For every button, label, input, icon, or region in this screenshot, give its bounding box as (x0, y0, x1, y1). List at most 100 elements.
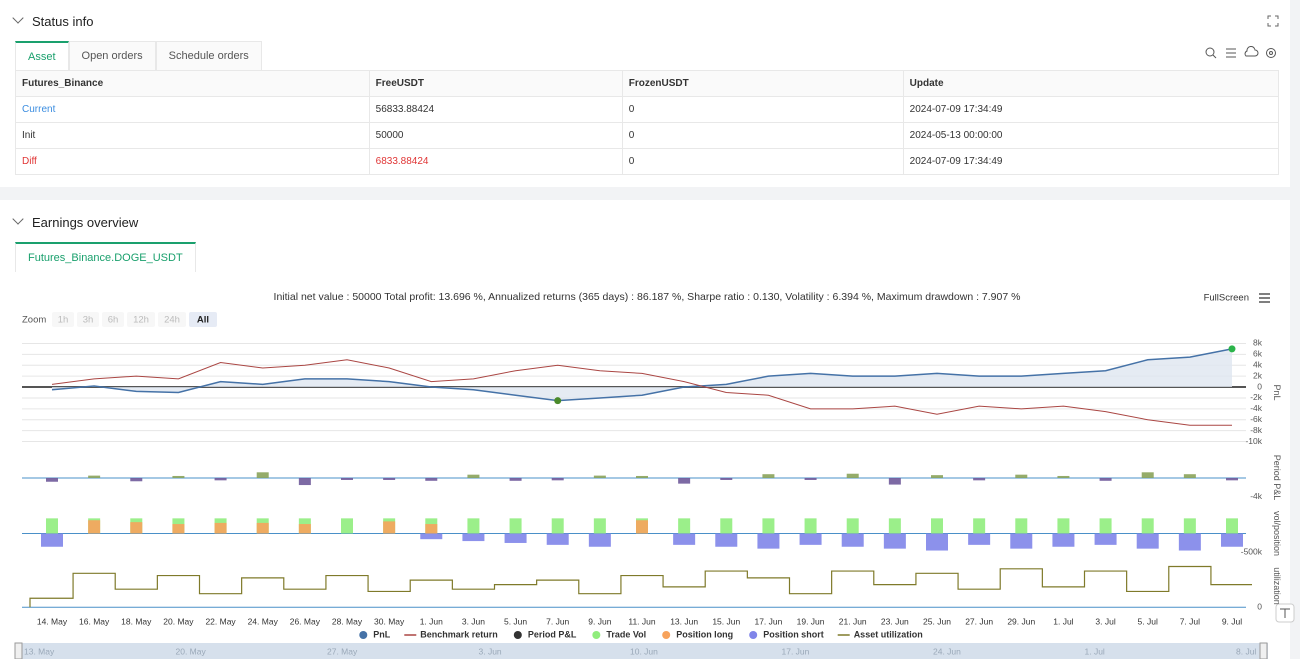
bar (214, 522, 227, 534)
bar (1221, 533, 1243, 547)
x-tick-label: 9. Jun (588, 616, 611, 626)
tab[interactable]: Open orders (68, 41, 156, 70)
y-tick-label: -4k (1250, 403, 1263, 413)
expand-icon[interactable] (1266, 14, 1280, 28)
bar (298, 524, 311, 534)
zoom-button[interactable] (102, 312, 124, 327)
x-tick-label: 3. Jun (462, 616, 485, 626)
bar (973, 477, 986, 481)
legend-label[interactable]: Benchmark return (420, 629, 498, 639)
zoom-button[interactable] (189, 312, 217, 327)
bar (383, 477, 396, 480)
bar (846, 473, 859, 478)
tab[interactable]: Schedule orders (155, 41, 262, 70)
x-tick-label: 16. May (79, 616, 110, 626)
status-card: Status info Asset Open orders Schedule ord… (0, 0, 1290, 187)
zoom-button[interactable] (158, 312, 186, 327)
toolbar-icons[interactable] (1204, 46, 1284, 60)
x-tick-label: 5. Jul (1138, 616, 1158, 626)
x-tick-label: 1. Jul (1053, 616, 1073, 626)
bar (588, 533, 611, 547)
bar (425, 524, 438, 534)
x-tick-label: 19. Jun (797, 616, 825, 626)
zoom-button[interactable] (77, 312, 99, 327)
bar (341, 518, 353, 534)
legend-label[interactable]: Trade Vol (606, 629, 646, 639)
legend-symbol (359, 631, 368, 639)
table-cell: 0 (621, 148, 904, 175)
legend-label[interactable]: Position long (676, 629, 733, 639)
navigator[interactable] (22, 643, 1268, 659)
y-tick-label: 4k (1253, 360, 1263, 370)
bar (1094, 533, 1117, 545)
tab[interactable]: Futures_Binance.DOGE_USDT (15, 242, 196, 272)
bar (678, 477, 691, 484)
bar (383, 521, 396, 534)
bar (883, 533, 906, 549)
bar (1015, 474, 1028, 478)
bar (46, 518, 58, 534)
bar (593, 518, 606, 534)
line (51, 348, 1233, 402)
bar (1183, 474, 1196, 478)
fullscreen-button[interactable]: FullScreen (1204, 293, 1249, 304)
zoom-button-label: 12h (133, 315, 149, 326)
bar (678, 518, 691, 534)
bar (888, 518, 901, 534)
bar (846, 518, 859, 534)
y-tick-label: -500k (1241, 547, 1263, 557)
legend-label[interactable]: Asset utilization (854, 629, 923, 639)
navigator-handle[interactable] (14, 642, 23, 659)
bar (973, 518, 986, 534)
extreme-marker (554, 397, 562, 405)
table-row: Init 50000 0 2024-05-13 00:00:00 (15, 122, 1280, 149)
header-cell: FreeUSDT (368, 70, 623, 97)
bar (804, 518, 817, 534)
tab[interactable]: Asset (15, 41, 69, 71)
zoom-button-label: All (197, 315, 209, 326)
bar (298, 477, 311, 486)
line (51, 359, 1232, 426)
legend-label[interactable]: PnL (373, 629, 391, 639)
bar (636, 475, 648, 478)
navigator-label: 1. Jul (1085, 646, 1105, 656)
header-cell: FrozenUSDT (621, 70, 904, 97)
legend-symbol (592, 631, 601, 639)
x-tick-label: 1. Jun (420, 616, 443, 626)
bar (130, 522, 143, 534)
legend-label[interactable]: Position short (763, 629, 824, 639)
navigator-label: 13. May (24, 646, 55, 656)
axis-label: PnL (1272, 384, 1282, 400)
x-tick-label: 5. Jun (504, 616, 527, 626)
x-tick-label: 9. Jul (1222, 616, 1242, 626)
bar (1057, 475, 1070, 478)
x-tick-label: 30. May (374, 616, 405, 626)
legend-label[interactable]: Period P&L (528, 629, 577, 639)
bar (636, 520, 648, 534)
navigator-label: 17. Jun (782, 646, 810, 656)
table-cell: 2024-07-09 17:34:49 (902, 96, 1280, 123)
zoom-button[interactable] (127, 312, 155, 327)
scroll-top-icon (1280, 608, 1290, 618)
menu-icon[interactable] (1259, 293, 1270, 303)
bar (546, 533, 569, 545)
legend-symbol (513, 631, 522, 639)
bar (467, 518, 480, 534)
x-tick-label: 14. May (37, 616, 68, 626)
table-cell: Diff (15, 148, 370, 175)
zoom-button-label: 24h (164, 315, 180, 326)
zoom-button[interactable] (52, 312, 74, 327)
y-tick-label: -6k (1250, 414, 1263, 424)
bar (799, 533, 822, 545)
bar (841, 533, 864, 547)
navigator-handle[interactable] (1259, 642, 1268, 659)
x-tick-label: 17. Jun (754, 616, 782, 626)
x-tick-label: 7. Jul (1180, 616, 1200, 626)
area (52, 348, 1232, 401)
header-cell: Update (902, 70, 1280, 97)
x-tick-label: 20. May (163, 616, 194, 626)
bar (504, 533, 527, 543)
tabs: Futures_Binance.DOGE_USDT (15, 242, 196, 272)
